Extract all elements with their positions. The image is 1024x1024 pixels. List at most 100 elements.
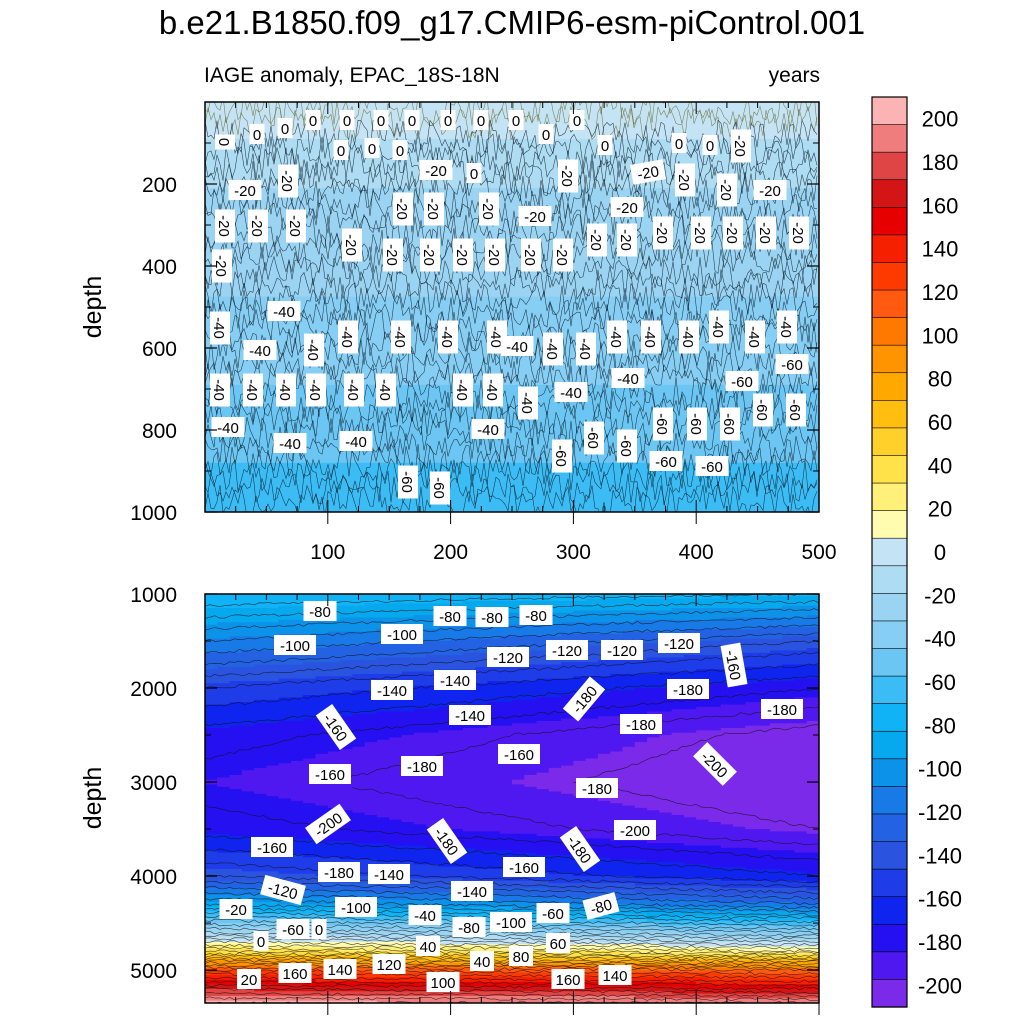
heatmap-cell bbox=[229, 739, 243, 743]
heatmap-cell bbox=[254, 598, 267, 602]
heatmap-cell bbox=[352, 673, 366, 677]
contour-label-text: -60 bbox=[584, 427, 601, 449]
heatmap-cell bbox=[254, 735, 267, 738]
heatmap-cell bbox=[364, 631, 378, 635]
heatmap-cell bbox=[254, 746, 267, 750]
heatmap-cell bbox=[217, 946, 231, 950]
heatmap-cell bbox=[217, 861, 231, 865]
heatmap-cell bbox=[475, 758, 489, 762]
heatmap-cell bbox=[254, 633, 267, 637]
heatmap-cell bbox=[438, 594, 452, 597]
contour-label: -20 bbox=[228, 180, 262, 200]
contour-label-text: 0 bbox=[573, 113, 581, 130]
heatmap-cell bbox=[315, 995, 329, 999]
heatmap-cell bbox=[303, 702, 317, 706]
heatmap-cell bbox=[254, 784, 267, 788]
heatmap-cell bbox=[389, 615, 403, 619]
heatmap-cell bbox=[254, 648, 267, 652]
heatmap-cell bbox=[438, 655, 452, 659]
heatmap-cell bbox=[303, 671, 317, 675]
heatmap-cell bbox=[340, 749, 353, 753]
heatmap-cell bbox=[266, 610, 280, 614]
contour-label-text: 0 bbox=[408, 113, 416, 130]
heatmap-cell bbox=[303, 594, 317, 597]
heatmap-cell bbox=[315, 916, 329, 919]
heatmap-cell bbox=[438, 746, 452, 750]
heatmap-cell bbox=[229, 662, 243, 666]
heatmap-cell bbox=[438, 951, 452, 955]
heatmap-cell bbox=[254, 702, 267, 706]
heatmap-cell bbox=[217, 779, 231, 783]
contour-label: 0 bbox=[392, 140, 408, 160]
heatmap-cell bbox=[290, 991, 304, 995]
heatmap-cell bbox=[426, 659, 439, 663]
heatmap-cell bbox=[290, 662, 304, 666]
heatmap-cell bbox=[315, 883, 329, 887]
heatmap-cell bbox=[205, 641, 218, 644]
heatmap-cell bbox=[303, 920, 317, 924]
heatmap-cell bbox=[364, 655, 378, 659]
heatmap-cell bbox=[315, 749, 329, 753]
heatmap-cell bbox=[327, 629, 341, 633]
heatmap-cell bbox=[254, 829, 267, 833]
contour-label: -40 bbox=[554, 382, 588, 402]
heatmap-cell bbox=[389, 814, 403, 818]
heatmap-cell bbox=[205, 481, 819, 484]
heatmap-cell bbox=[254, 777, 267, 781]
heatmap-cell bbox=[426, 697, 439, 701]
contour-label-box bbox=[344, 373, 364, 407]
contour-label: -20 bbox=[521, 238, 541, 272]
heatmap-cell bbox=[364, 617, 378, 621]
heatmap-cell bbox=[499, 737, 513, 741]
heatmap-cell bbox=[462, 655, 476, 659]
heatmap-cell bbox=[376, 934, 390, 938]
heatmap-cell bbox=[475, 629, 489, 633]
heatmap-cell bbox=[450, 732, 464, 736]
heatmap-cell bbox=[217, 713, 231, 717]
heatmap-cell bbox=[389, 951, 403, 955]
heatmap-cell bbox=[475, 601, 489, 604]
heatmap-cell bbox=[303, 659, 317, 663]
heatmap-cell bbox=[438, 629, 452, 633]
contour-label-text: -20 bbox=[424, 198, 441, 220]
heatmap-cell bbox=[205, 758, 218, 762]
heatmap-cell bbox=[315, 629, 329, 633]
heatmap-cell bbox=[401, 998, 415, 1002]
heatmap-cell bbox=[512, 624, 525, 628]
heatmap-cell bbox=[450, 817, 464, 821]
heatmap-cell bbox=[462, 756, 476, 760]
heatmap-cell bbox=[303, 793, 317, 797]
heatmap-cell bbox=[278, 727, 292, 731]
heatmap-cell bbox=[303, 857, 317, 861]
heatmap-cell bbox=[278, 991, 292, 995]
heatmap-cell bbox=[229, 760, 243, 764]
heatmap-cell bbox=[315, 746, 329, 750]
heatmap-cell bbox=[327, 941, 341, 945]
heatmap-cell bbox=[462, 831, 476, 835]
heatmap-cell bbox=[205, 286, 819, 290]
heatmap-cell bbox=[327, 918, 341, 922]
heatmap-cell bbox=[254, 831, 267, 835]
heatmap-cell bbox=[229, 946, 243, 950]
heatmap-cell bbox=[475, 906, 489, 910]
heatmap-cell bbox=[254, 749, 267, 753]
contour-label-text: -40 bbox=[576, 338, 593, 360]
heatmap-cell bbox=[450, 624, 464, 628]
heatmap-cell bbox=[229, 866, 243, 870]
heatmap-cell bbox=[389, 843, 403, 847]
heatmap-cell bbox=[241, 918, 255, 922]
heatmap-cell bbox=[487, 864, 501, 868]
heatmap-cell bbox=[438, 624, 452, 628]
heatmap-cell bbox=[278, 603, 292, 607]
heatmap-cell bbox=[487, 774, 501, 778]
heatmap-cell bbox=[364, 927, 378, 931]
heatmap-cell bbox=[426, 688, 439, 691]
heatmap-cell bbox=[205, 697, 218, 701]
heatmap-cell bbox=[426, 793, 439, 797]
heatmap-cell bbox=[352, 800, 366, 804]
heatmap-cell bbox=[229, 786, 243, 790]
heatmap-cell bbox=[376, 725, 390, 729]
heatmap-cell bbox=[205, 605, 218, 609]
heatmap-cell bbox=[340, 838, 353, 842]
heatmap-cell bbox=[450, 833, 464, 837]
